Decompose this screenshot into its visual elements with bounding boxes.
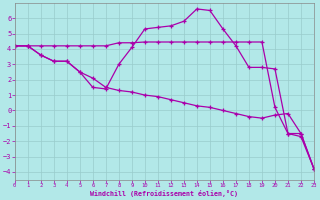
X-axis label: Windchill (Refroidissement éolien,°C): Windchill (Refroidissement éolien,°C) <box>90 190 238 197</box>
